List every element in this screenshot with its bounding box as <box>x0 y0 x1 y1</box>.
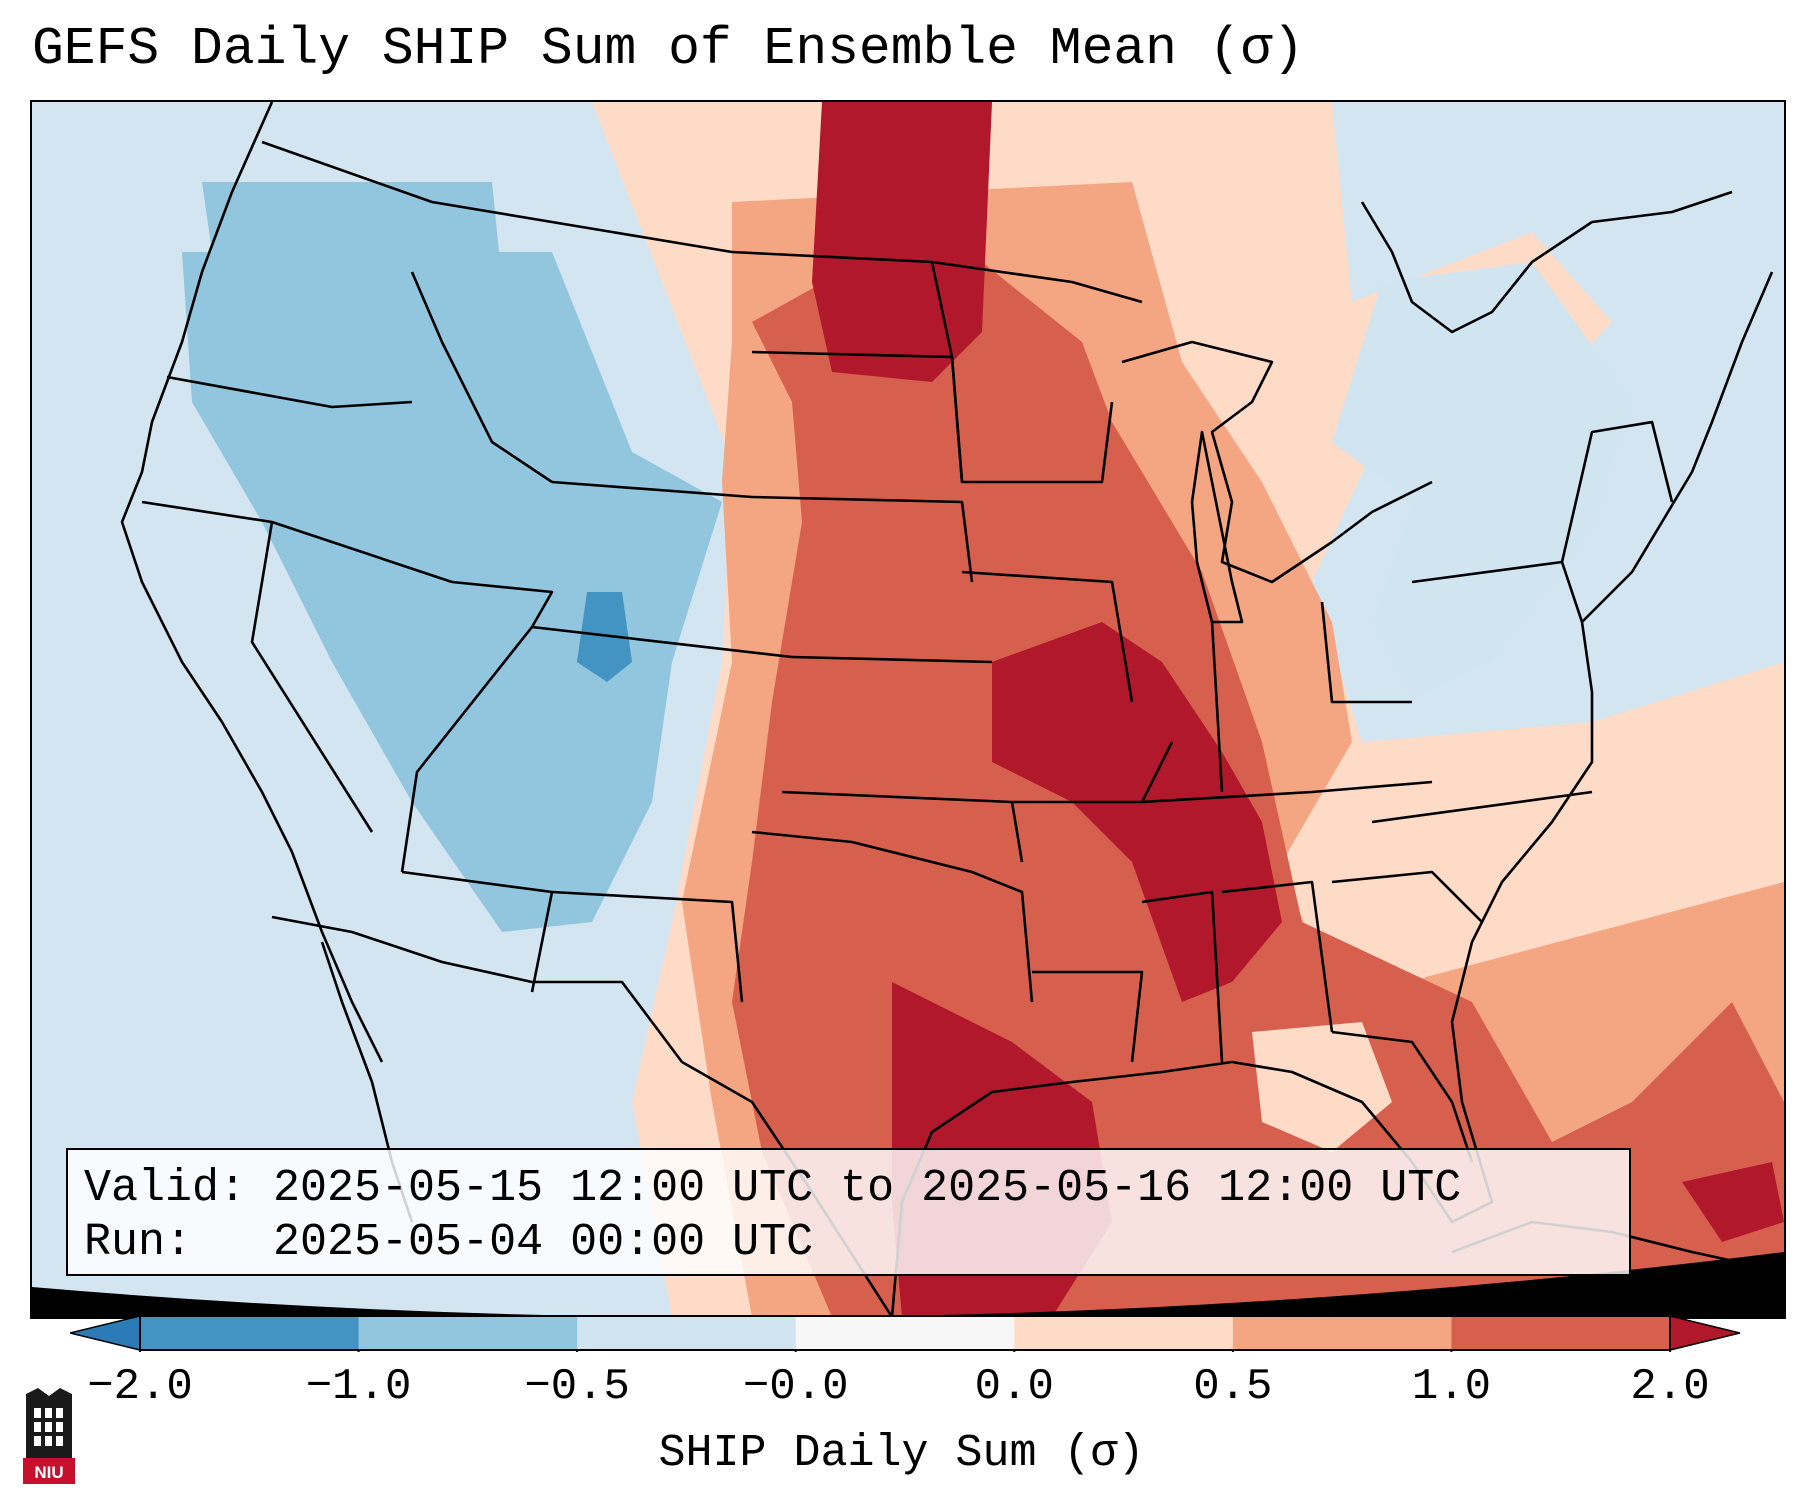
outside-projection-region <box>32 1252 1784 1317</box>
logo-window <box>45 1436 52 1446</box>
state-line-mn <box>930 261 1114 484</box>
colorbar-segment <box>140 1316 360 1350</box>
state-line-mt-wy <box>551 480 753 499</box>
state-line-nm-tx <box>551 890 744 1003</box>
logo-banner <box>23 1458 75 1484</box>
colorbar-segment <box>795 1316 1015 1350</box>
state-line-tn-ky <box>1141 780 1433 804</box>
state-line-wy-co <box>531 625 793 659</box>
colorbar-tick-label: 0.5 <box>1193 1362 1273 1412</box>
colorbar-segment <box>1451 1316 1671 1350</box>
colorbar-outline <box>139 1315 1671 1351</box>
state-boundaries <box>120 102 1784 1317</box>
colorbar-tick-label: −0.5 <box>524 1362 630 1412</box>
colorado-strong-negative-region <box>577 592 632 682</box>
colorbar <box>70 1315 1740 1352</box>
state-line-ms-al <box>1141 890 1224 1063</box>
state-line-wa-or <box>166 375 413 409</box>
west-coastline <box>120 102 384 1063</box>
niu-logo-icon: NIU <box>23 1388 75 1484</box>
lake-michigan <box>1190 430 1244 624</box>
mississippi-valley-extreme-region <box>992 622 1282 1002</box>
gulf-weak-positive-patch <box>1252 1022 1392 1152</box>
logo-window <box>34 1422 41 1432</box>
florida-outline <box>1331 1030 1474 1163</box>
great-lakes-outline <box>1121 340 1433 584</box>
colorbar-extend-max <box>1669 1315 1740 1351</box>
colorbar-tick-label: −2.0 <box>87 1362 193 1412</box>
state-line-oh-pa <box>1320 601 1412 704</box>
colorbar-segment <box>1232 1316 1452 1350</box>
dakotas-extreme-region <box>812 102 992 382</box>
ship-anomaly-map <box>32 102 1784 1317</box>
logo-window <box>56 1408 63 1418</box>
state-line-il-in <box>1210 621 1224 793</box>
logo-window <box>56 1422 63 1432</box>
west-negative-region <box>182 252 722 932</box>
logo-window <box>56 1436 63 1446</box>
us-canada-border <box>261 140 1143 304</box>
caribbean-extreme-region <box>1682 1162 1784 1242</box>
northeast-near-zero-region <box>1332 262 1632 702</box>
colorbar-tick-label: −0.0 <box>742 1362 849 1412</box>
state-line-nc-va <box>1371 790 1593 824</box>
state-line-ok-tx <box>751 830 1034 1003</box>
pacific-nw-negative-region <box>202 182 502 332</box>
colorbar-label: SHIP Daily Sum (σ) <box>658 1428 1145 1479</box>
colorbar-tick-label: −1.0 <box>305 1362 412 1412</box>
colorbar-extend-min <box>70 1315 141 1351</box>
colorbar-segment <box>1014 1316 1234 1350</box>
state-line-new-england <box>1560 420 1674 563</box>
valid-run-box: Valid: 2025-05-15 12:00 UTC to 2025-05-1… <box>66 1148 1631 1276</box>
colorbar-segment <box>577 1316 797 1350</box>
state-line-al-ga <box>1221 880 1334 1033</box>
valid-time-text: Valid: 2025-05-15 12:00 UTC to 2025-05-1… <box>84 1163 1462 1214</box>
state-line-ga-sc <box>1331 870 1483 923</box>
chart-title: GEFS Daily SHIP Sum of Ensemble Mean (σ) <box>32 19 1305 79</box>
colorbar-segment <box>358 1316 578 1350</box>
gulf-coastline <box>890 941 1494 1317</box>
logo-window <box>34 1408 41 1418</box>
state-line-nv-ca <box>250 521 374 833</box>
map-panel[interactable] <box>30 100 1786 1319</box>
state-line-ut <box>400 580 554 873</box>
run-time-text: Run: 2025-05-04 00:00 UTC <box>84 1217 814 1268</box>
logo-window <box>45 1422 52 1432</box>
state-line-ne-ks <box>791 655 993 664</box>
state-line-id-mt <box>410 271 553 484</box>
logo-text: NIU <box>34 1463 63 1482</box>
state-line-ia-mo <box>961 570 1134 703</box>
colorbar-tick-label: 1.0 <box>1411 1362 1492 1412</box>
colorbar-tick-label: 2.0 <box>1630 1362 1710 1412</box>
logo-window <box>45 1408 52 1418</box>
state-line-ar-la <box>1032 970 1144 1063</box>
atlantic-coastline <box>1470 271 1774 943</box>
logo-window <box>34 1436 41 1446</box>
state-line-sd-ne <box>751 495 974 583</box>
colorbar-tick-label: 0.0 <box>974 1362 1054 1412</box>
hudson-bay-outline <box>1360 190 1733 334</box>
